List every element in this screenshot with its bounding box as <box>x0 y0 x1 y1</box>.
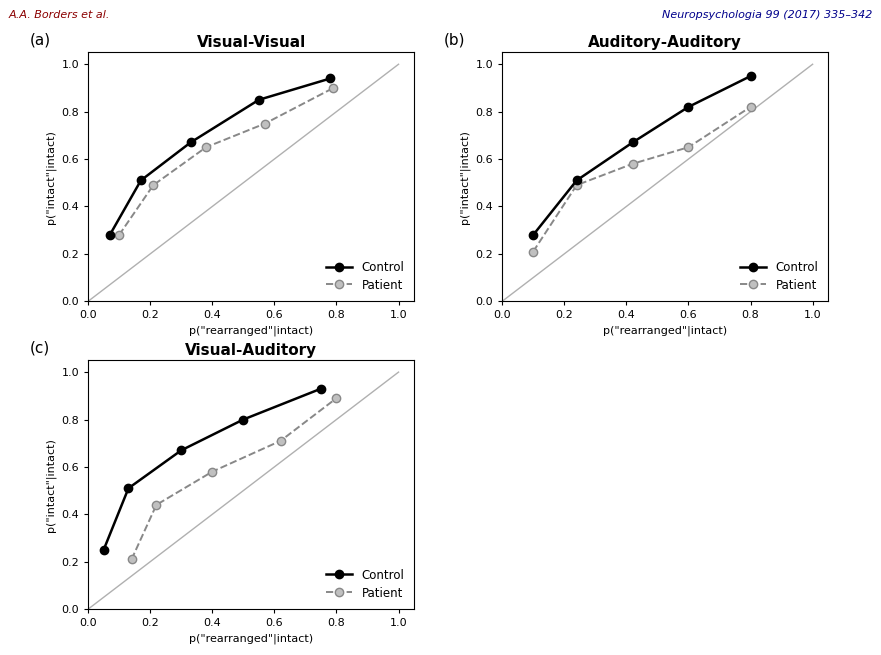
Control <box>325 75 336 83</box>
Patient <box>275 437 285 445</box>
Control <box>185 139 196 147</box>
Control <box>176 447 187 455</box>
Line: Control: Control <box>106 74 335 239</box>
Control <box>136 176 146 184</box>
Control <box>683 103 693 111</box>
Patient <box>627 160 638 168</box>
X-axis label: p("rearranged"|intact): p("rearranged"|intact) <box>189 634 313 645</box>
Control <box>123 484 134 492</box>
Title: Auditory-Auditory: Auditory-Auditory <box>589 35 742 50</box>
Legend: Control, Patient: Control, Patient <box>322 565 408 603</box>
Title: Visual-Visual: Visual-Visual <box>196 35 306 50</box>
X-axis label: p("rearranged"|intact): p("rearranged"|intact) <box>603 326 727 337</box>
Control <box>745 72 756 80</box>
Line: Control: Control <box>100 384 325 554</box>
Control <box>315 384 326 392</box>
Patient <box>328 84 338 92</box>
Legend: Control, Patient: Control, Patient <box>322 257 408 295</box>
Patient <box>528 248 538 255</box>
Control <box>105 231 115 239</box>
Patient <box>745 103 756 111</box>
Text: (c): (c) <box>29 341 49 356</box>
Patient <box>126 555 137 563</box>
Control <box>528 231 538 239</box>
Legend: Control, Patient: Control, Patient <box>737 257 822 295</box>
Line: Control: Control <box>529 72 755 239</box>
Patient <box>207 468 218 476</box>
Text: Neuropsychologia 99 (2017) 335–342: Neuropsychologia 99 (2017) 335–342 <box>662 10 872 20</box>
Y-axis label: p("intact"|intact): p("intact"|intact) <box>45 130 56 224</box>
Title: Visual-Auditory: Visual-Auditory <box>185 343 317 358</box>
Patient <box>572 181 582 189</box>
Text: (a): (a) <box>29 33 50 48</box>
Patient <box>260 120 270 128</box>
Control <box>238 415 248 423</box>
Y-axis label: p("intact"|intact): p("intact"|intact) <box>459 130 470 224</box>
Line: Patient: Patient <box>115 84 337 239</box>
Line: Patient: Patient <box>529 103 755 255</box>
Control <box>254 96 264 103</box>
Text: (b): (b) <box>443 33 465 48</box>
Patient <box>683 143 693 151</box>
Patient <box>148 181 159 189</box>
Patient <box>201 143 211 151</box>
Line: Patient: Patient <box>128 394 341 563</box>
Patient <box>114 231 124 239</box>
Control <box>572 176 582 184</box>
Control <box>627 139 638 147</box>
Patient <box>331 394 342 402</box>
Patient <box>152 501 162 509</box>
Control <box>99 546 109 554</box>
X-axis label: p("rearranged"|intact): p("rearranged"|intact) <box>189 326 313 337</box>
Text: A.A. Borders et al.: A.A. Borders et al. <box>9 10 110 20</box>
Y-axis label: p("intact"|intact): p("intact"|intact) <box>45 438 56 532</box>
